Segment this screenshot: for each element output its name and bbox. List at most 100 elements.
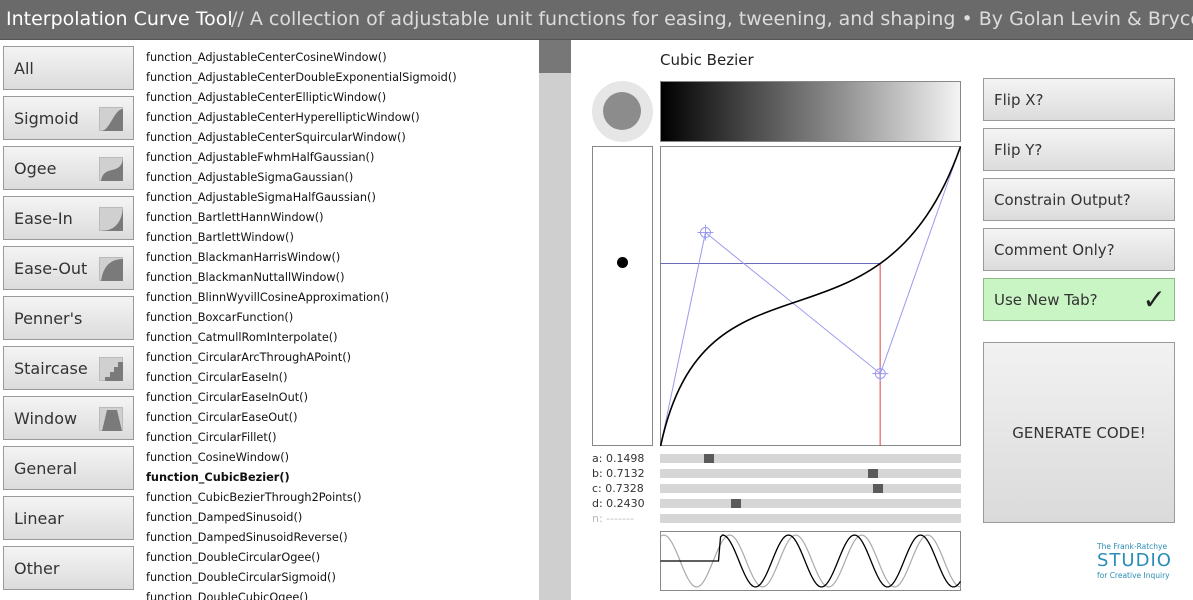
category-general-button[interactable]: General: [3, 446, 134, 490]
flip-x-button[interactable]: Flip X?: [983, 78, 1175, 121]
category-label: Sigmoid: [14, 109, 79, 128]
param-slider-track[interactable]: [660, 484, 961, 493]
category-window-button[interactable]: Window: [3, 396, 134, 440]
constrain-output-button[interactable]: Constrain Output?: [983, 178, 1175, 221]
category-ease-out-button[interactable]: Ease-Out: [3, 246, 134, 290]
generate-code-button[interactable]: GENERATE CODE!: [983, 342, 1175, 523]
function-list-item[interactable]: function_DampedSinusoid(): [146, 511, 303, 524]
preview-ball: [603, 92, 641, 130]
plot-border: [660, 146, 961, 446]
function-list-item[interactable]: function_BartlettWindow(): [146, 231, 294, 244]
function-list-item[interactable]: function_BlackmanHarrisWindow(): [146, 251, 341, 264]
function-list-item[interactable]: function_CircularEaseIn(): [146, 371, 288, 384]
curve-title: Cubic Bezier: [660, 51, 754, 69]
category-label: General: [14, 459, 78, 478]
function-list-item[interactable]: function_BlinnWyvillCosineApproximation(…: [146, 291, 390, 304]
staircase-icon: [99, 357, 123, 381]
param-label: a: 0.1498: [592, 452, 645, 465]
comment-only-button[interactable]: Comment Only?: [983, 228, 1175, 271]
curve-plot[interactable]: [660, 146, 961, 446]
logo-line-2: STUDIO: [1097, 550, 1172, 571]
category-ease-in-button[interactable]: Ease-In: [3, 196, 134, 240]
checkmark-icon: ✓: [1142, 283, 1166, 316]
vertical-motion-dot: [617, 257, 628, 268]
function-list-item[interactable]: function_CircularFillet(): [146, 431, 277, 444]
category-label: Ogee: [14, 159, 57, 178]
category-label: Window: [14, 409, 78, 428]
control-point-1-handle[interactable]: [697, 224, 714, 241]
comment-only-label: Comment Only?: [994, 241, 1115, 259]
function-list-item[interactable]: function_AdjustableCenterEllipticWindow(…: [146, 91, 387, 104]
function-list-item[interactable]: function_AdjustableSigmaHalfGaussian(): [146, 191, 376, 204]
category-penner-s-button[interactable]: Penner's: [3, 296, 134, 340]
function-list-item[interactable]: function_DoubleCircularOgee(): [146, 551, 321, 564]
ogee-icon: [99, 157, 123, 181]
category-all-button[interactable]: All: [3, 46, 134, 90]
param-row: d: 0.2430: [592, 497, 961, 510]
category-label: Linear: [14, 509, 64, 528]
scrollbar-thumb[interactable]: [539, 40, 571, 73]
function-list-item[interactable]: function_CircularArcThroughAPoint(): [146, 351, 352, 364]
function-list-item[interactable]: function_DampedSinusoidReverse(): [146, 531, 348, 544]
param-label: d: 0.2430: [592, 497, 645, 510]
flip-y-button[interactable]: Flip Y?: [983, 128, 1175, 171]
category-other-button[interactable]: Other: [3, 546, 134, 590]
function-list-item[interactable]: function_DoubleCubicOgee(): [146, 591, 309, 600]
flip-x-label: Flip X?: [994, 91, 1044, 109]
window-icon: [99, 407, 123, 431]
param-label: c: 0.7328: [592, 482, 644, 495]
category-label: Other: [14, 559, 60, 578]
app-header: Interpolation Curve Tool // A collection…: [0, 0, 1193, 40]
function-list-item[interactable]: function_AdjustableCenterSquircularWindo…: [146, 131, 406, 144]
waveform-reference: [660, 534, 961, 588]
ease-out-icon: [99, 257, 123, 281]
category-staircase-button[interactable]: Staircase: [3, 346, 134, 390]
flip-y-label: Flip Y?: [994, 141, 1043, 159]
function-list-item[interactable]: function_CircularEaseInOut(): [146, 391, 308, 404]
function-list-item[interactable]: function_CatmullRomInterpolate(): [146, 331, 338, 344]
function-list-item[interactable]: function_BoxcarFunction(): [146, 311, 294, 324]
control-point-2-handle[interactable]: [872, 365, 889, 382]
function-list-item[interactable]: function_AdjustableSigmaGaussian(): [146, 171, 354, 184]
param-slider-thumb[interactable]: [703, 454, 714, 463]
function-list-item[interactable]: function_BartlettHannWindow(): [146, 211, 324, 224]
param-slider-thumb[interactable]: [867, 469, 878, 478]
param-slider-track[interactable]: [660, 514, 961, 523]
param-slider-thumb[interactable]: [730, 499, 741, 508]
function-list-item[interactable]: function_DoubleCircularSigmoid(): [146, 571, 336, 584]
use-new-tab-label: Use New Tab?: [994, 291, 1098, 309]
category-sigmoid-button[interactable]: Sigmoid: [3, 96, 134, 140]
waveform-curve: [660, 534, 961, 588]
gradient-preview: [660, 81, 961, 142]
category-linear-button[interactable]: Linear: [3, 496, 134, 540]
function-list-item[interactable]: function_CircularEaseOut(): [146, 411, 298, 424]
param-row: n: -------: [592, 512, 961, 525]
function-list-item[interactable]: function_AdjustableCenterHyperellipticWi…: [146, 111, 420, 124]
function-list-item[interactable]: function_CubicBezierThrough2Points(): [146, 491, 362, 504]
function-list-item[interactable]: function_CosineWindow(): [146, 451, 290, 464]
param-row: c: 0.7328: [592, 482, 961, 495]
app-subtitle: // A collection of adjustable unit funct…: [231, 8, 1193, 30]
param-label: n: -------: [592, 512, 634, 525]
function-list-item[interactable]: function_AdjustableCenterDoubleExponenti…: [146, 71, 457, 84]
app-title: Interpolation Curve Tool: [6, 8, 233, 30]
param-slider-thumb[interactable]: [873, 484, 884, 493]
sigmoid-icon: [99, 107, 123, 131]
logo-line-3: for Creative Inquiry: [1097, 571, 1170, 580]
category-label: Penner's: [14, 309, 83, 328]
function-list-item[interactable]: function_CubicBezier(): [146, 471, 290, 484]
param-slider-track[interactable]: [660, 454, 961, 463]
function-list-item[interactable]: function_AdjustableFwhmHalfGaussian(): [146, 151, 375, 164]
function-list-item[interactable]: function_BlackmanNuttallWindow(): [146, 271, 345, 284]
use-new-tab-button[interactable]: Use New Tab? ✓: [983, 278, 1175, 321]
category-ogee-button[interactable]: Ogee: [3, 146, 134, 190]
category-sidebar: All Sigmoid Ogee Ease-In Ease-Out Penner's Sta…: [3, 46, 134, 596]
logo-line-1: The Frank-Ratchye: [1097, 542, 1168, 551]
vertical-motion-preview: [592, 146, 653, 446]
function-list-item[interactable]: function_AdjustableCenterCosineWindow(): [146, 51, 387, 64]
function-list-scrollbar[interactable]: [539, 40, 571, 600]
param-slider-track[interactable]: [660, 469, 961, 478]
bezier-curve: [660, 146, 961, 446]
param-row: b: 0.7132: [592, 467, 961, 480]
param-slider-track[interactable]: [660, 499, 961, 508]
